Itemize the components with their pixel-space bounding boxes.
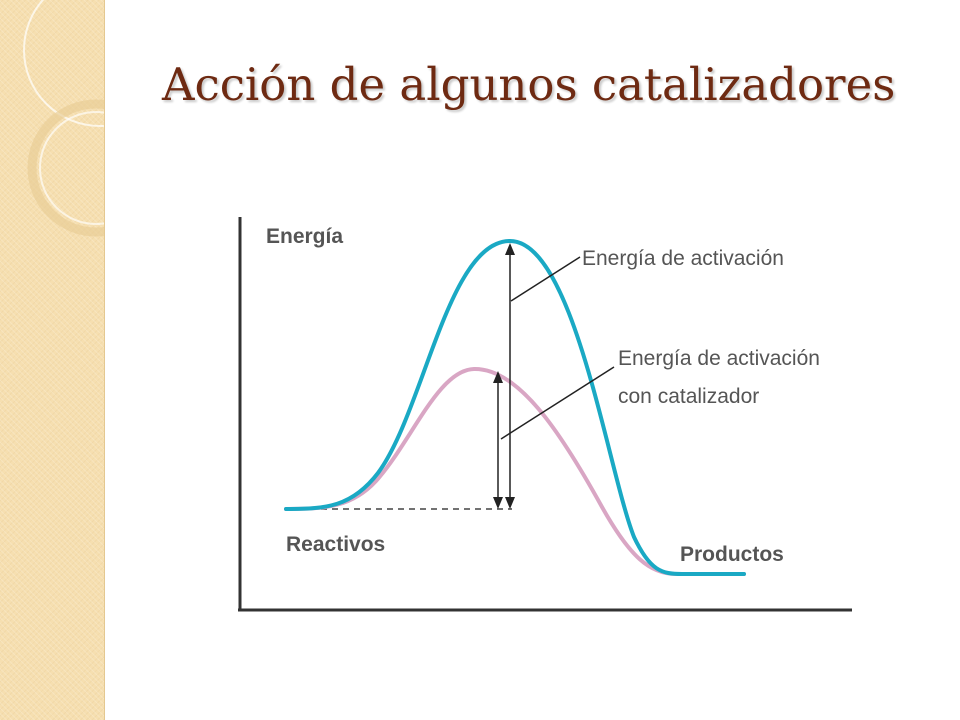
decorative-circles (23, 0, 104, 237)
energy-axis-label: Energía (266, 225, 343, 248)
decorative-sidebar (0, 0, 105, 720)
uncatalyzed-curve (284, 238, 746, 576)
activation-leader-line (510, 256, 581, 302)
catalyzed-activation-energy-arrow (493, 371, 503, 509)
catalyzed-curve (284, 366, 746, 576)
catalyzed-activation-label-line2: con catalizador (618, 385, 759, 408)
products-label: Productos (680, 543, 784, 566)
energy-diagram: Energía Reactivos Productos Energía de a… (238, 217, 852, 612)
slide-title: Acción de algunos catalizadores (162, 58, 896, 111)
activation-energy-arrow (505, 243, 515, 509)
catalyzed-activation-label-line1: Energía de activación (618, 347, 820, 370)
catalyzed-leader-line (500, 366, 615, 440)
activation-energy-label: Energía de activación (582, 247, 784, 270)
reactants-label: Reactivos (286, 533, 385, 556)
